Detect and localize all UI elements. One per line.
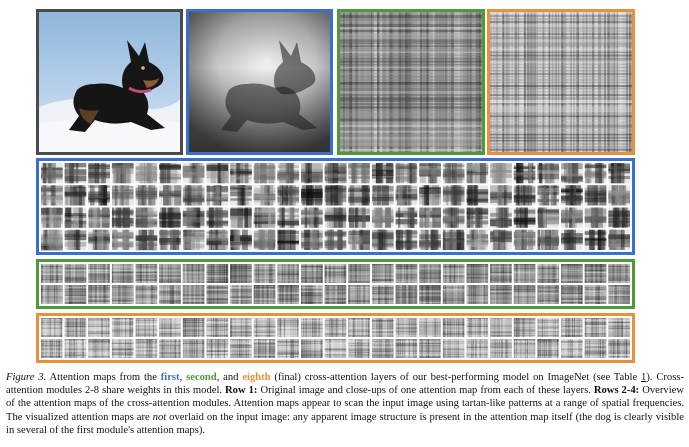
second-layer-label: second <box>186 372 217 383</box>
dog-photo <box>39 12 180 152</box>
eighth-layer-attention-closeup <box>487 9 635 155</box>
second-layer-attention-closeup <box>337 9 485 155</box>
row1-label: Row 1: <box>225 385 258 397</box>
eighth-layer-label: eighth <box>242 372 271 383</box>
eighth-module-attention-overview <box>36 313 635 363</box>
figure-caption: Figure 3. Attention maps from the first,… <box>6 372 685 436</box>
original-image-panel <box>36 9 183 155</box>
first-module-attention-overview <box>36 158 635 255</box>
table-reference-link[interactable]: 1 <box>641 372 647 383</box>
first-layer-label: first <box>160 372 180 383</box>
figure-label: Figure 3. <box>6 372 47 383</box>
second-module-attention-overview <box>36 259 635 309</box>
rows-2-4-label: Rows 2-4: <box>593 385 640 397</box>
first-layer-attention-closeup <box>186 9 333 155</box>
